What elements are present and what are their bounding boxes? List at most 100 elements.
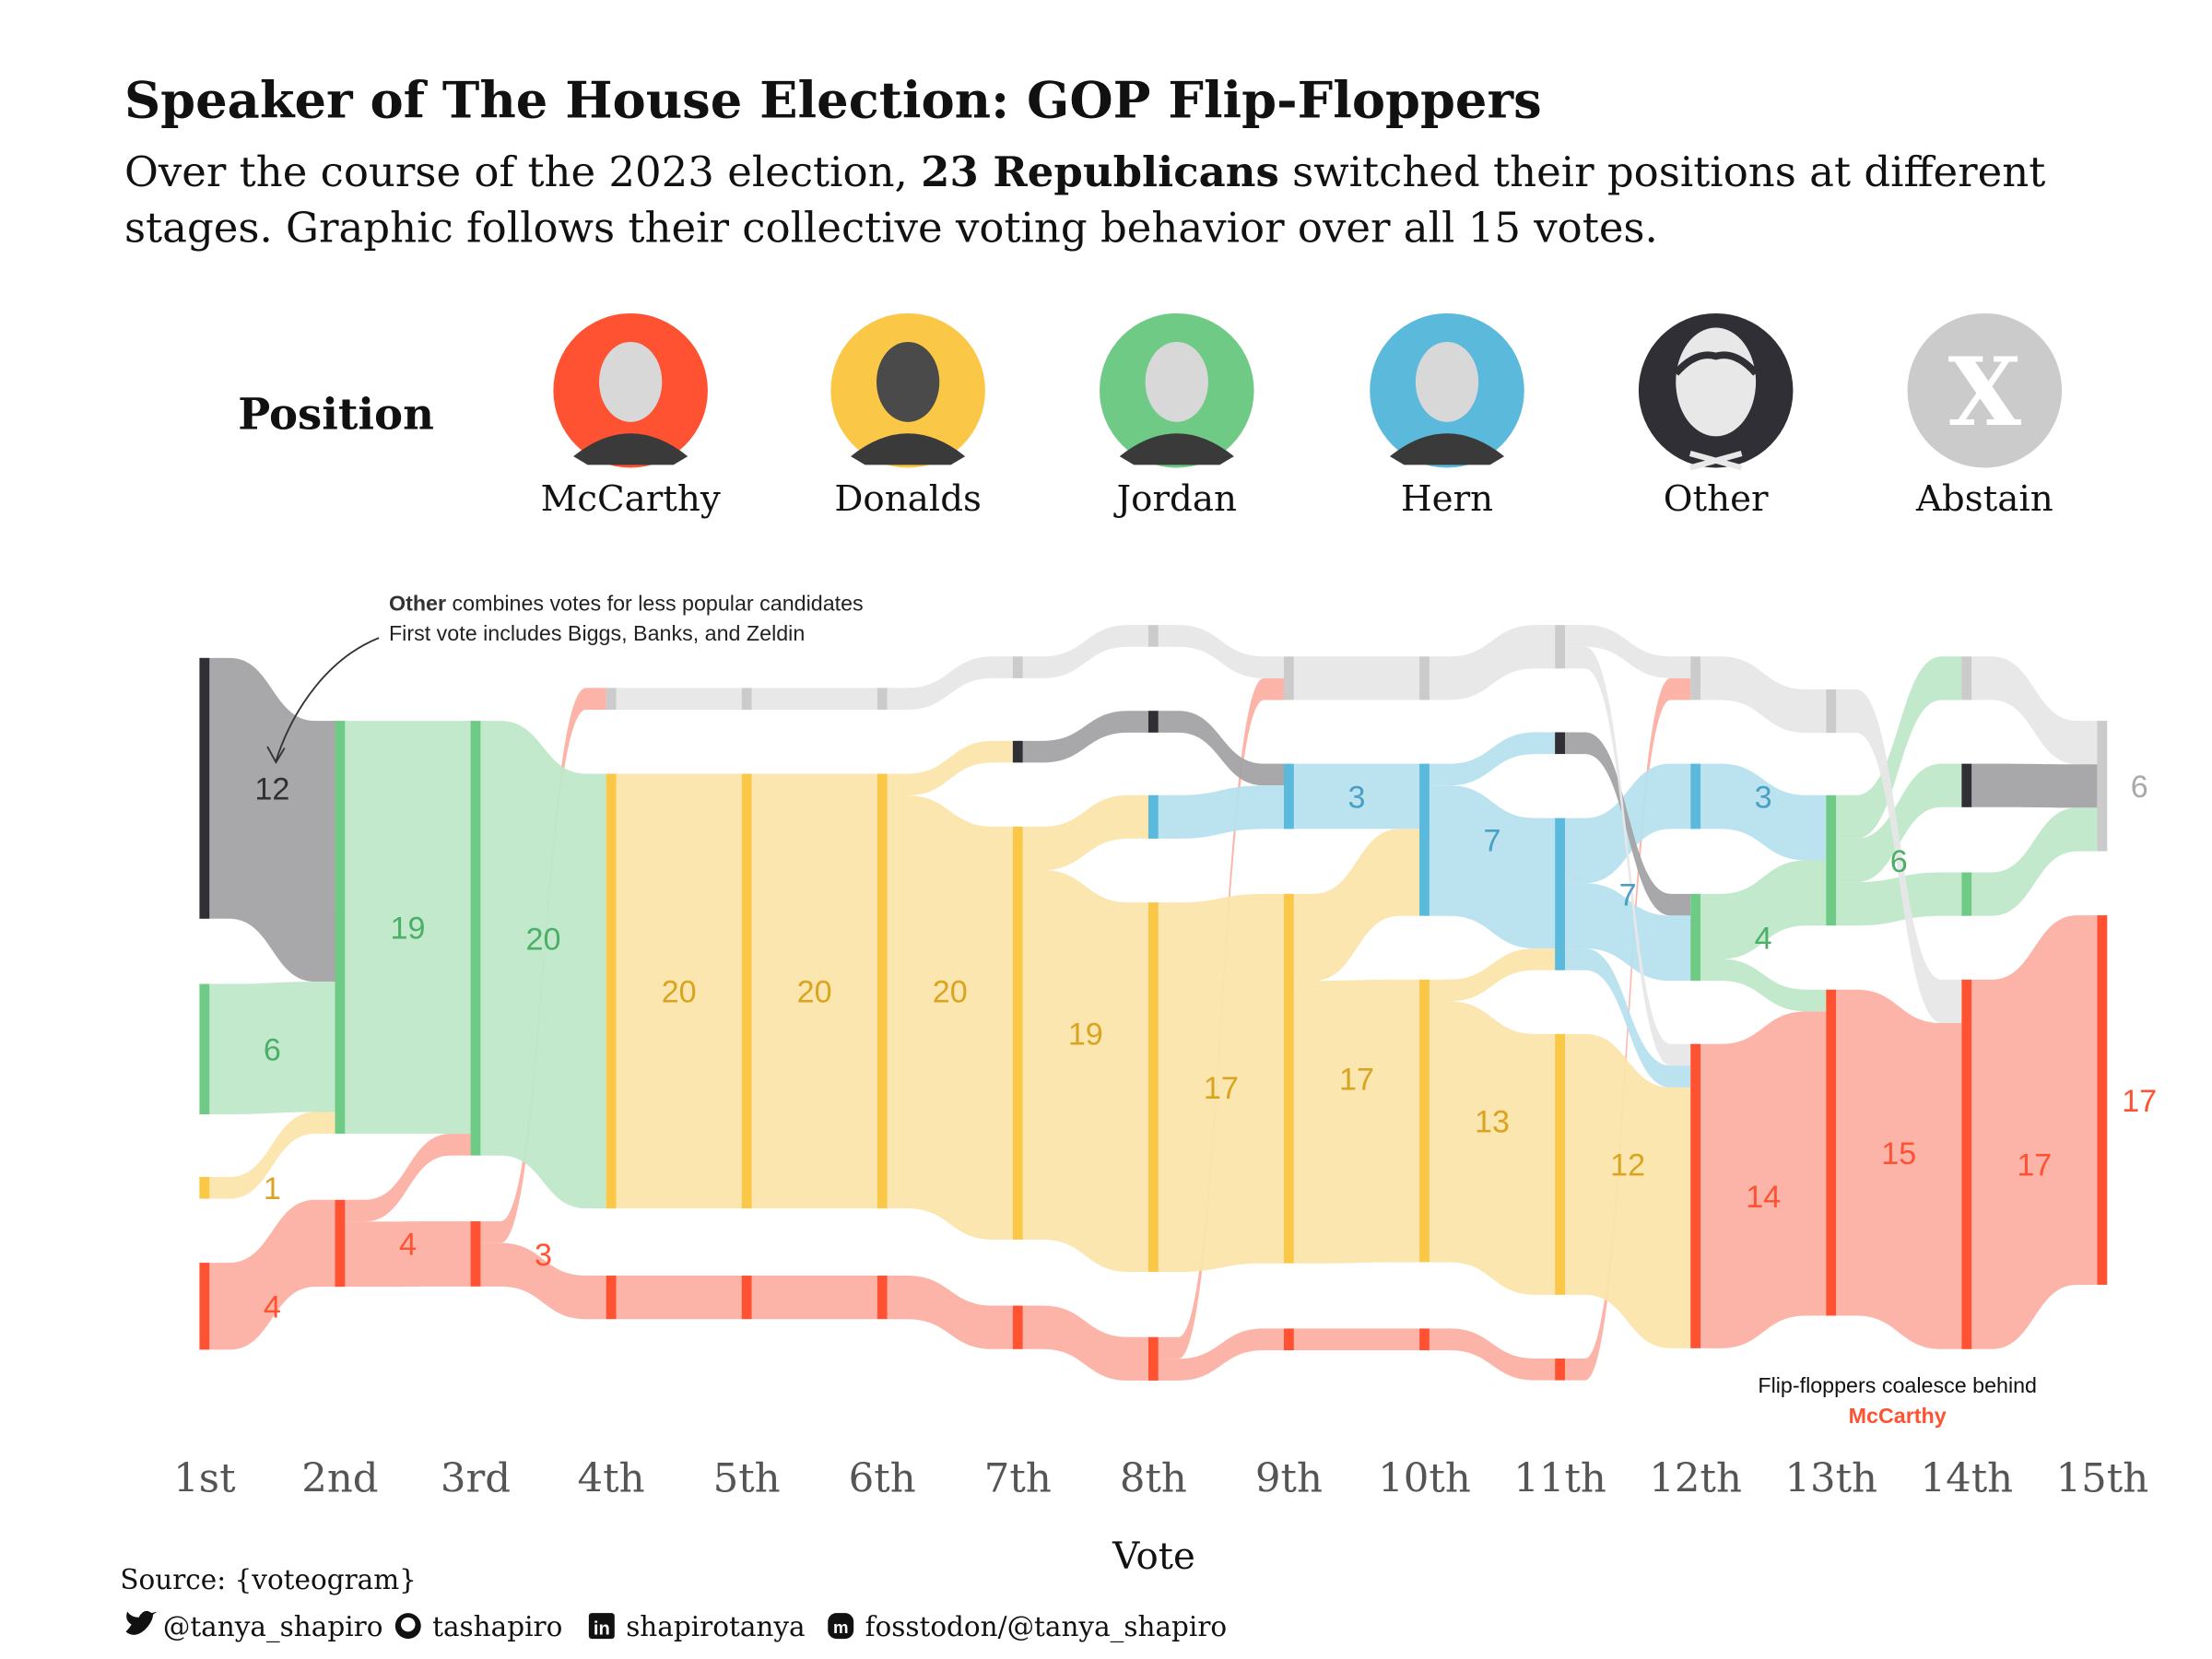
flow-layer	[209, 625, 2098, 1381]
node-value-label-1st-mccarthy: 4	[264, 1290, 281, 1325]
subtitle-pre: Over the course of the 2023 election,	[124, 147, 921, 196]
node-2nd-mccarthy	[335, 1199, 346, 1288]
node-8th-mccarthy	[1147, 1336, 1159, 1381]
flow-10th-donalds-to-donalds	[1429, 1001, 1556, 1295]
flow-14th-other-to-abstain	[1971, 763, 2098, 808]
flow-2nd-mccarthy-to-jordan	[345, 1134, 471, 1222]
node-value-label-13th-mccarthy: 15	[1881, 1136, 1916, 1171]
flow-10th-abstain-to-abstain	[1429, 625, 1556, 700]
node-11th-donalds	[1555, 1033, 1565, 1295]
node-value-label-6th-donalds: 20	[933, 975, 968, 1010]
social-link-0[interactable]: @tanya_shapiro	[125, 1610, 383, 1643]
svg-text:Other combines votes for less: Other combines votes for less popular ca…	[389, 592, 864, 616]
flow-5th-abstain-to-abstain	[751, 688, 877, 710]
social-link-2[interactable]: in shapirotanya	[588, 1611, 806, 1642]
node-9th-mccarthy	[1283, 1328, 1294, 1351]
subtitle-bold: 23 Republicans	[921, 147, 1279, 196]
node-7th-mccarthy	[1012, 1305, 1023, 1349]
x-tick-10th: 10th	[1378, 1455, 1471, 1501]
node-value-label-14th-mccarthy: 17	[2017, 1148, 2052, 1183]
chart-title: Speaker of The House Election: GOP Flip-…	[124, 70, 1542, 129]
node-12th-mccarthy	[1690, 1043, 1701, 1348]
legend-label-mccarthy: McCarthy	[541, 478, 721, 520]
node-11th-mccarthy	[1555, 1359, 1565, 1381]
other-annotation-line2: First vote includes Biggs, Banks, and Ze…	[389, 621, 805, 645]
x-tick-7th: 7th	[984, 1455, 1052, 1501]
social-link-3[interactable]: m fosstodon/@tanya_shapiro	[828, 1611, 1227, 1643]
legend-item-donalds: Donalds	[830, 312, 985, 520]
node-11th-hern	[1555, 818, 1565, 971]
flow-14th-mccarthy-to-mccarthy	[1971, 915, 2098, 1349]
node-value-label-1st-donalds: 1	[264, 1171, 281, 1206]
flow-8th-hern-to-hern	[1158, 785, 1284, 839]
x-tick-2nd: 2nd	[301, 1455, 378, 1501]
node-value-label-7th-donalds: 19	[1068, 1017, 1103, 1052]
flow-12th-jordan-to-jordan	[1700, 860, 1827, 959]
legend-label-jordan: Jordan	[1113, 478, 1237, 520]
flow-9th-donalds-to-hern	[1293, 829, 1420, 982]
flow-7th-mccarthy-to-mccarthy	[1022, 1305, 1148, 1381]
node-value-label-4th-donalds: 20	[662, 975, 697, 1010]
node-value-label-11th-donalds: 12	[1610, 1148, 1645, 1183]
x-tick-3rd: 3rd	[441, 1455, 511, 1501]
node-12th-jordan	[1690, 893, 1701, 982]
node-8th-hern	[1147, 794, 1159, 839]
flow-11th-other-to-jordan	[1564, 732, 1691, 916]
flow-8th-donalds-to-donalds	[1158, 893, 1284, 1272]
x-tick-1st: 1st	[173, 1455, 236, 1501]
flow-6th-mccarthy-to-mccarthy	[887, 1276, 1013, 1349]
node-10th-donalds	[1419, 979, 1430, 1263]
node-14th-abstain	[1961, 656, 1972, 700]
x-tick-8th: 8th	[1120, 1455, 1187, 1501]
legend-label-other: Other	[1664, 478, 1769, 520]
social-handle-1: tashapiro	[432, 1611, 562, 1642]
person-head-shape	[1676, 327, 1757, 437]
flow-11th-hern-to-jordan	[1564, 883, 1691, 982]
node-6th-donalds	[877, 773, 888, 1209]
hern-face-shape	[1415, 341, 1479, 422]
flow-13th-mccarthy-to-mccarthy	[1836, 989, 1962, 1349]
node-1st-jordan	[199, 983, 210, 1115]
donalds-suit-shape	[851, 433, 966, 465]
legend-label-abstain: Abstain	[1915, 478, 2053, 520]
node-value-label-12th-hern: 3	[1755, 780, 1772, 815]
node-value-label-2nd-mccarthy: 4	[399, 1227, 417, 1262]
flow-12th-mccarthy-to-mccarthy	[1700, 1011, 1827, 1348]
node-3rd-mccarthy	[470, 1221, 481, 1287]
node-value-label-11th-hern: 7	[1619, 878, 1637, 913]
node-4th-mccarthy	[606, 1276, 617, 1320]
other-annotation: Other combines votes for less popular ca…	[266, 592, 864, 764]
annotation-arrow-icon	[275, 637, 380, 761]
social-handle-0: @tanya_shapiro	[163, 1611, 383, 1643]
x-tick-15th: 15th	[2056, 1455, 2149, 1501]
node-value-label-8th-donalds: 17	[1204, 1071, 1239, 1106]
node-11th-abstain	[1555, 625, 1565, 669]
node-10th-mccarthy	[1419, 1328, 1430, 1351]
mccarthy-suit-shape	[573, 433, 688, 465]
mastodon-icon	[828, 1613, 854, 1640]
node-10th-hern	[1419, 763, 1430, 916]
social-handle-3: fosstodon/@tanya_shapiro	[865, 1611, 1228, 1643]
flow-1st-jordan-to-jordan	[209, 982, 335, 1115]
x-mark-icon	[1907, 312, 2063, 468]
node-4th-abstain	[606, 688, 617, 710]
node-1st-other	[199, 657, 210, 919]
x-glyph: X	[1948, 337, 2022, 448]
x-tick-13th: 13th	[1784, 1455, 1877, 1501]
mccarthy-face-shape	[599, 341, 663, 422]
legend-item-abstain: X Abstain	[1907, 312, 2063, 520]
coalesce-annotation-line2: McCarthy	[1849, 1404, 1947, 1428]
node-value-label-2nd-jordan: 19	[390, 912, 425, 947]
social-link-1[interactable]: tashapiro	[394, 1611, 563, 1642]
node-value-label-1st-other: 12	[254, 772, 289, 807]
chart-subtitle: Over the course of the 2023 election, 23…	[124, 147, 2045, 196]
node-15th-mccarthy	[2097, 915, 2108, 1285]
node-11th-other	[1555, 732, 1565, 755]
node-layer	[199, 625, 2108, 1381]
node-5th-abstain	[741, 688, 752, 710]
flow-1st-donalds-to-jordan	[209, 1112, 335, 1199]
linkedin-icon	[588, 1613, 615, 1640]
node-5th-mccarthy	[741, 1276, 752, 1320]
flow-7th-donalds-to-hern	[1022, 794, 1148, 871]
